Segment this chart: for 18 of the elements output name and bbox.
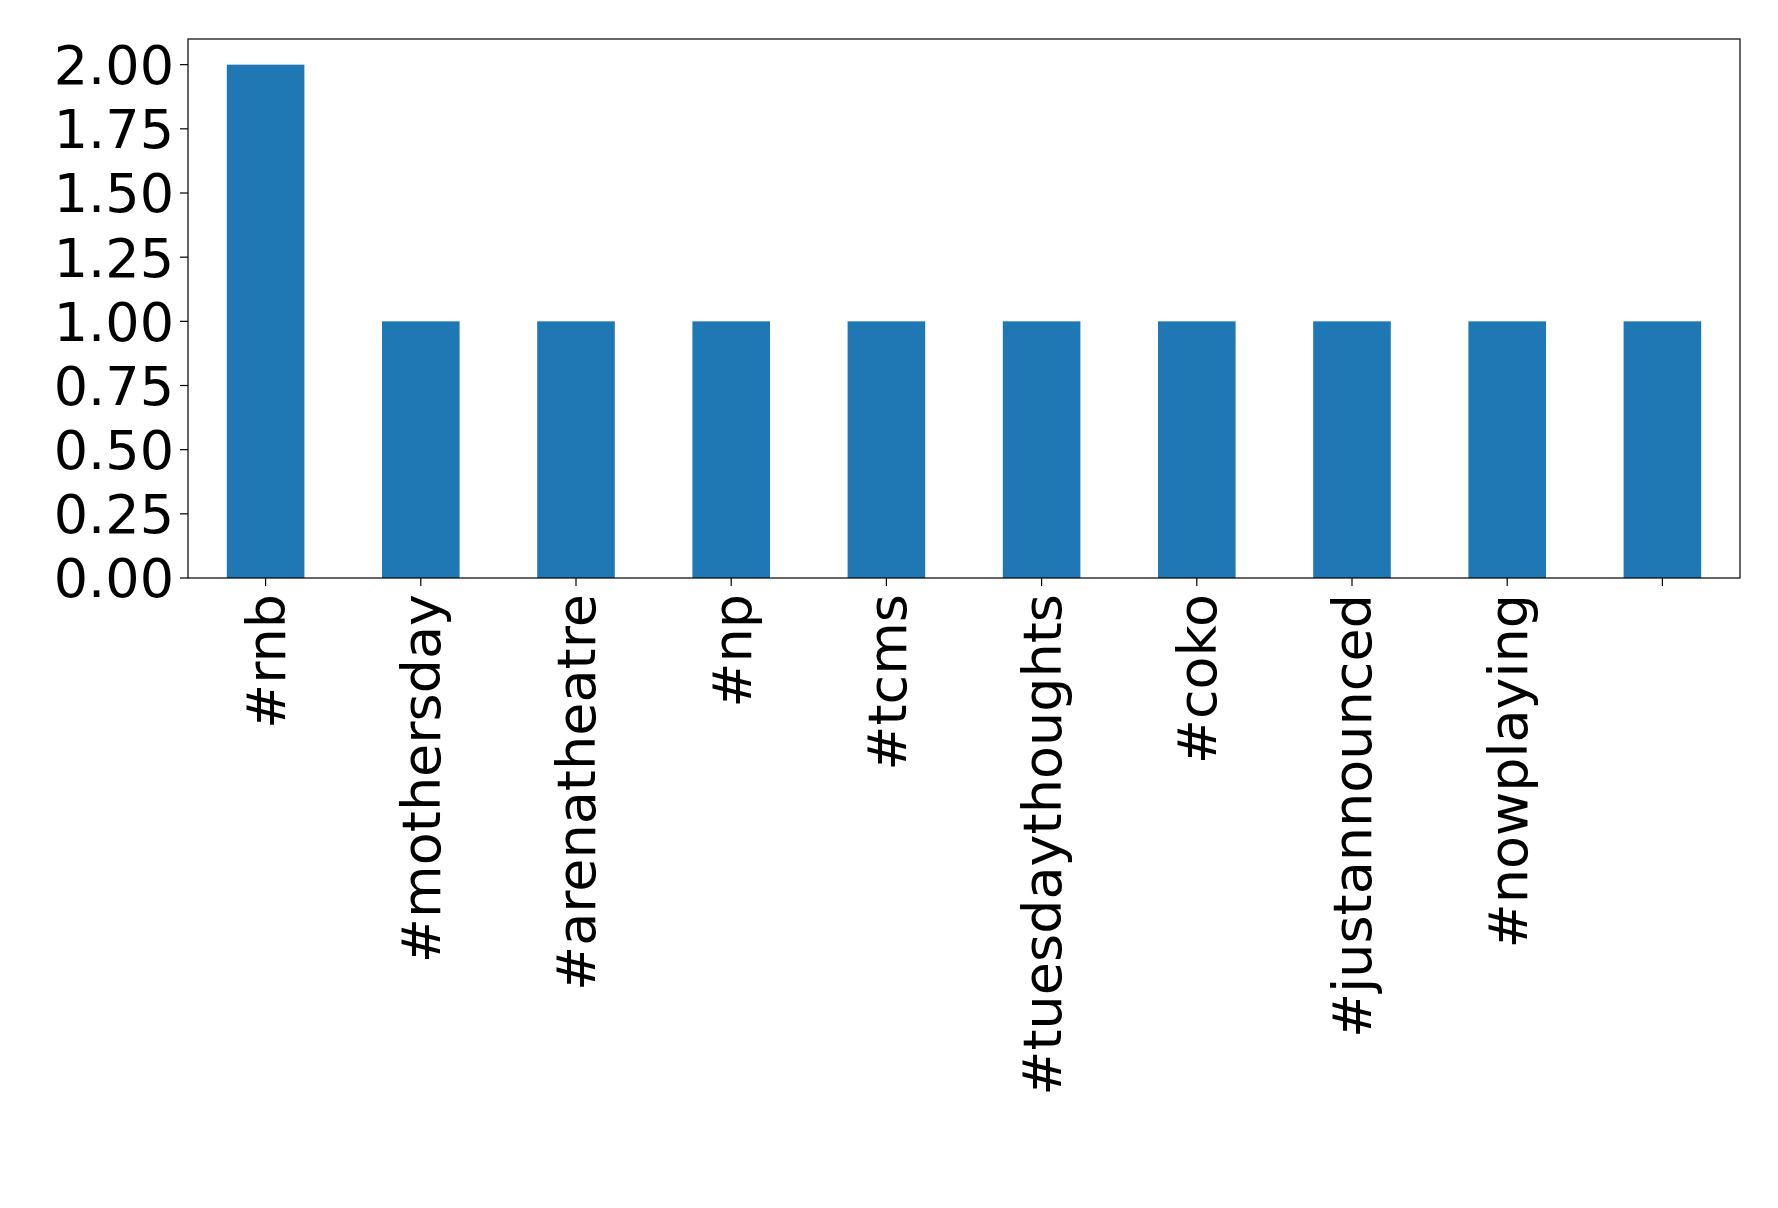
- x-tick-label: #arenatheatre: [545, 594, 609, 992]
- x-tick-label: #justannounced: [1321, 594, 1385, 1038]
- y-tick-label: 0.50: [53, 419, 174, 483]
- x-tick-label: #nowplaying: [1476, 594, 1540, 949]
- y-tick-label: 2.00: [53, 34, 174, 98]
- y-tick-label: 1.75: [53, 98, 174, 162]
- y-tick-label: 1.50: [53, 162, 174, 226]
- x-tick-label: #mothersday: [390, 594, 454, 964]
- x-tick-label: #np: [700, 594, 764, 708]
- y-tick-label: 0.25: [53, 483, 174, 547]
- y-tick-label: 1.25: [53, 226, 174, 290]
- x-tick-label: #tcms: [855, 594, 919, 771]
- x-tick-label: #coko: [1166, 594, 1230, 765]
- x-tick-label: #tuesdaythoughts: [1011, 594, 1075, 1096]
- y-tick-label: 0.00: [53, 547, 174, 611]
- y-tick-label: 0.75: [53, 354, 174, 418]
- y-tick-label: 1.00: [53, 290, 174, 354]
- x-tick-label: #rnb: [235, 594, 299, 729]
